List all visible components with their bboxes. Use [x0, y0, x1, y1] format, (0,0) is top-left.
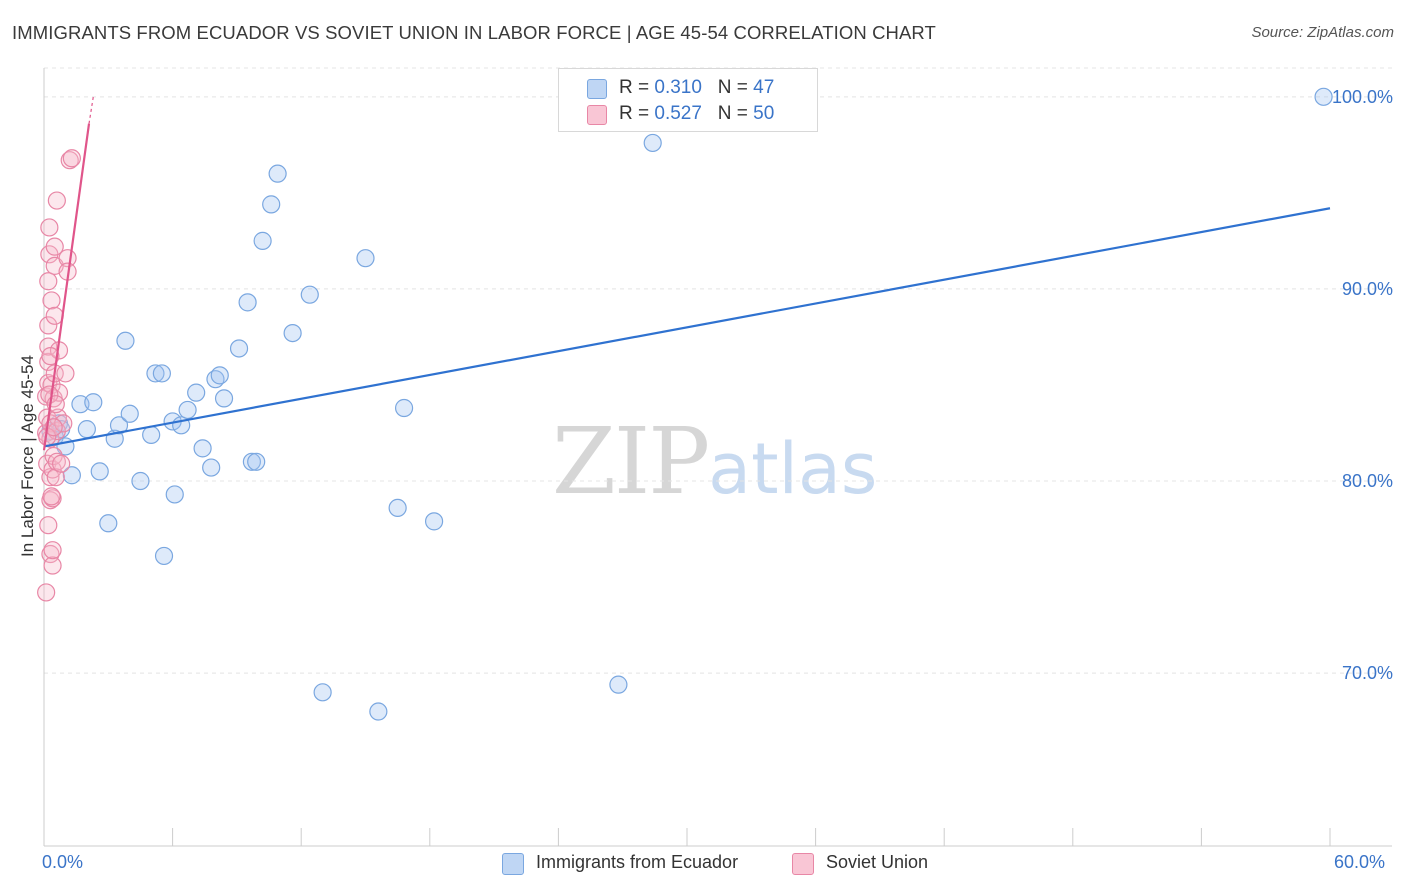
- soviet-point: [44, 446, 63, 466]
- ecuador-point: [210, 366, 229, 385]
- ecuador-point: [109, 416, 129, 435]
- ecuador-point: [283, 323, 302, 343]
- x-tick-label-max: 60.0%: [1334, 852, 1386, 872]
- ecuador-point: [152, 364, 171, 383]
- soviet-legend-swatch-icon: [792, 853, 814, 875]
- soviet-point: [40, 218, 59, 237]
- ecuador-trend-line: [43, 207, 1331, 448]
- ecuador-point: [424, 512, 444, 531]
- ecuador-point: [154, 546, 174, 566]
- stats-legend: R = 0.310 N = 47 R = 0.527 N = 50: [558, 68, 818, 132]
- soviet-point: [56, 364, 75, 383]
- ecuador-point: [142, 425, 161, 445]
- soviet-point: [45, 237, 64, 256]
- soviet-point: [52, 454, 71, 473]
- ecuador-point: [313, 683, 332, 702]
- soviet-point: [54, 414, 73, 433]
- ecuador-point: [300, 285, 319, 304]
- y-tick-label: 80.0%: [1342, 471, 1393, 491]
- soviet-point: [42, 291, 61, 310]
- soviet-point: [39, 516, 58, 535]
- y-axis-title: In Labor Force | Age 45-54: [18, 355, 37, 557]
- n-value-soviet: 50: [753, 103, 775, 124]
- y-tick-label: 70.0%: [1342, 663, 1393, 683]
- legend-label-soviet: Soviet Union: [826, 852, 929, 872]
- soviet-point: [41, 347, 60, 366]
- soviet-point: [37, 583, 56, 602]
- ecuador-point: [62, 466, 81, 485]
- ecuador-point: [609, 675, 628, 694]
- ecuador-legend-swatch-icon: [502, 853, 524, 875]
- r-label: R =: [619, 103, 650, 124]
- ecuador-point: [394, 398, 414, 418]
- n-value-ecuador: 47: [753, 77, 775, 98]
- ecuador-point: [116, 331, 135, 350]
- soviet-point: [39, 272, 58, 291]
- ecuador-point: [369, 702, 388, 721]
- ecuador-point: [202, 458, 221, 477]
- watermark-atlas: atlas: [708, 428, 878, 510]
- ecuador-swatch-icon: [587, 79, 607, 99]
- source-label: Source: ZipAtlas.com: [1251, 24, 1394, 41]
- ecuador-point: [253, 231, 272, 250]
- soviet-point: [43, 541, 62, 560]
- soviet-point: [42, 487, 61, 506]
- ecuador-point: [178, 400, 197, 420]
- ecuador-point: [229, 339, 249, 358]
- ecuador-point: [120, 404, 139, 423]
- y-tick-label: 100.0%: [1332, 87, 1393, 107]
- y-tick-label: 90.0%: [1342, 279, 1393, 299]
- ecuador-point: [268, 164, 287, 183]
- ecuador-point: [165, 485, 184, 504]
- ecuador-point: [214, 389, 234, 408]
- r-value-soviet: 0.527: [654, 103, 702, 124]
- ecuador-point: [262, 195, 281, 214]
- ecuador-point: [131, 471, 150, 491]
- soviet-point: [39, 316, 58, 335]
- ecuador-point: [1314, 87, 1333, 106]
- soviet-trend-extension: [88, 96, 94, 124]
- soviet-point: [40, 385, 59, 404]
- ecuador-point: [238, 293, 257, 312]
- ecuador-point: [77, 420, 96, 439]
- ecuador-point: [146, 364, 165, 383]
- soviet-point: [43, 556, 62, 575]
- ecuador-point: [90, 462, 109, 481]
- ecuador-point: [193, 439, 212, 458]
- chart-title: IMMIGRANTS FROM ECUADOR VS SOVIET UNION …: [12, 22, 936, 43]
- soviet-trend-line: [42, 123, 91, 451]
- r-label: R =: [619, 77, 650, 98]
- ecuador-point: [247, 452, 266, 471]
- watermark-zip: ZIP: [552, 408, 710, 515]
- legend-label-ecuador: Immigrants from Ecuador: [536, 852, 739, 872]
- soviet-point: [44, 418, 63, 437]
- ecuador-point: [99, 514, 118, 533]
- ecuador-point: [643, 133, 662, 153]
- soviet-point: [47, 191, 66, 210]
- soviet-point: [62, 149, 81, 168]
- ecuador-point: [187, 383, 206, 402]
- x-tick-label-min: 0.0%: [42, 852, 84, 872]
- watermark: ZIPatlas: [552, 408, 877, 515]
- ecuador-point: [242, 452, 262, 471]
- ecuador-point: [388, 498, 407, 518]
- n-label: N =: [717, 77, 748, 98]
- r-value-ecuador: 0.310: [654, 77, 702, 98]
- soviet-point: [46, 468, 65, 487]
- n-label: N =: [717, 103, 748, 124]
- ecuador-point: [84, 393, 103, 412]
- soviet-swatch-icon: [587, 105, 607, 125]
- ecuador-point: [356, 249, 375, 268]
